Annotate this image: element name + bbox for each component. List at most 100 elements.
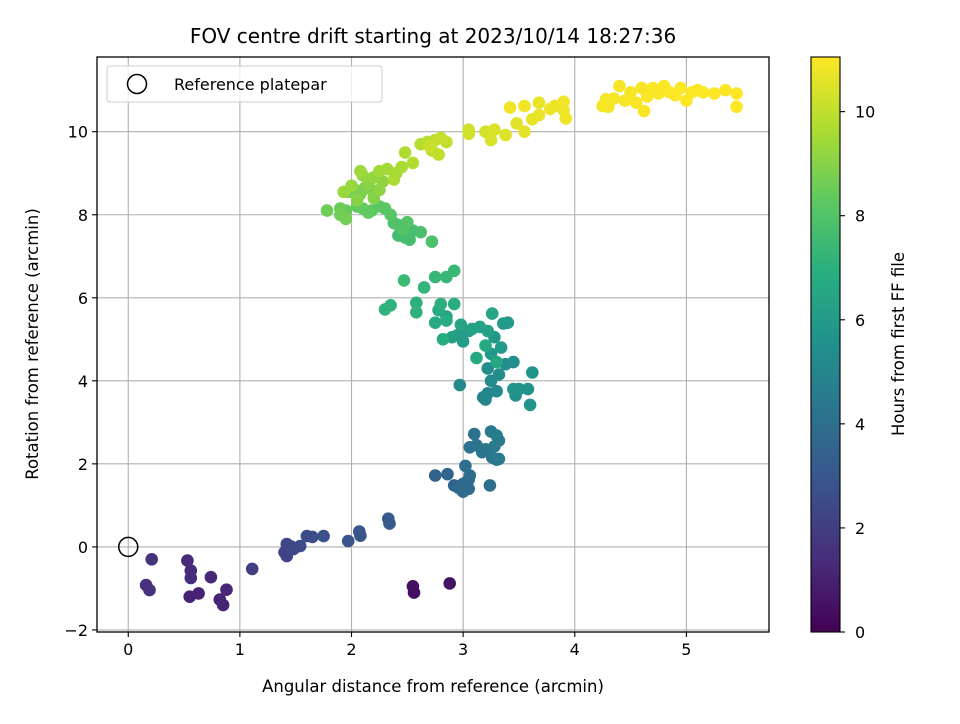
data-point [398,146,412,159]
y-tick-label: 8 [78,206,88,225]
y-tick-label: 6 [78,289,88,308]
data-point [465,322,479,336]
data-point [434,131,448,145]
colorbar-tick-label: 8 [855,207,865,226]
data-point [483,479,497,492]
data-point [184,571,198,585]
data-point [204,570,218,584]
data-point [730,100,743,114]
data-point [629,96,643,109]
data-point [447,264,461,278]
data-point [454,318,468,332]
data-point [425,235,439,248]
data-point [428,469,442,482]
data-point [447,297,461,311]
data-point [501,316,515,330]
data-point [462,127,476,141]
colorbar-gradient [811,57,840,632]
data-point [410,296,423,310]
x-axis-ticks: 0 1 2 3 4 5 [123,632,691,659]
data-point [521,382,535,396]
data-point [490,384,503,398]
data-point [145,553,158,566]
legend: Reference platepar [106,65,383,103]
x-axis-label: Angular distance from reference (arcmin) [262,677,604,696]
data-point [613,79,626,93]
data-point [463,469,477,482]
data-point [507,355,520,369]
y-tick-label: 4 [78,372,88,391]
data-point [428,316,442,330]
data-point [387,173,401,186]
y-tick-label: −2 [64,621,88,640]
data-point [306,530,319,544]
data-point [624,86,637,99]
data-point [436,333,450,346]
data-point [216,598,230,612]
colorbar-tick-label: 2 [855,519,865,538]
data-point [674,81,688,95]
data-point [488,123,501,136]
data-point [532,108,546,122]
legend-entry-label: Reference platepar [174,75,327,94]
reference-platepar-point [118,536,139,558]
colorbar-tick-label: 6 [855,311,865,330]
data-point [362,206,375,219]
data-point [441,467,454,481]
data-point [481,362,495,375]
data-point [490,355,503,369]
data-point [523,398,537,412]
data-point [499,128,512,142]
data-point [488,440,501,453]
y-tick-label: 2 [78,455,88,474]
legend-box [106,65,383,103]
data-point [456,335,470,348]
data-point [434,297,448,311]
data-point [407,586,421,599]
data-point [401,215,414,229]
data-point [220,583,233,596]
data-point [462,482,476,496]
data-point [410,306,423,319]
data-point [453,378,467,392]
data-point [440,314,453,327]
data-point [485,307,499,320]
data-point [406,156,420,170]
data-point [459,459,472,473]
data-point [423,140,437,153]
data-point [192,587,205,600]
data-points [139,79,743,612]
data-point [503,101,517,114]
data-point [518,125,531,138]
data-point [337,185,351,199]
data-point [492,452,506,466]
legend-marker-icon [126,73,148,95]
data-point [397,274,411,287]
data-point [494,341,508,354]
data-point [350,193,364,207]
data-point [417,281,431,294]
data-point [395,160,409,174]
data-point [468,427,481,441]
x-tick-label: 4 [570,640,580,659]
data-point [245,562,259,576]
data-point [470,351,483,365]
data-point [559,112,573,125]
y-axis-ticks: −2 0 2 4 6 8 10 [64,123,97,640]
data-point [719,83,732,97]
data-point [532,96,546,109]
data-point [479,339,492,352]
data-point [383,517,396,530]
data-point [339,212,353,226]
colorbar-tick-label: 10 [855,103,875,122]
y-tick-label: 10 [68,123,88,142]
colorbar-tick-label: 4 [855,415,865,434]
data-point [354,164,367,178]
data-point [696,86,710,99]
reference-marker [118,536,139,558]
data-point [510,117,523,130]
x-tick-label: 3 [458,640,468,659]
data-point [443,577,457,590]
data-point [181,554,194,567]
